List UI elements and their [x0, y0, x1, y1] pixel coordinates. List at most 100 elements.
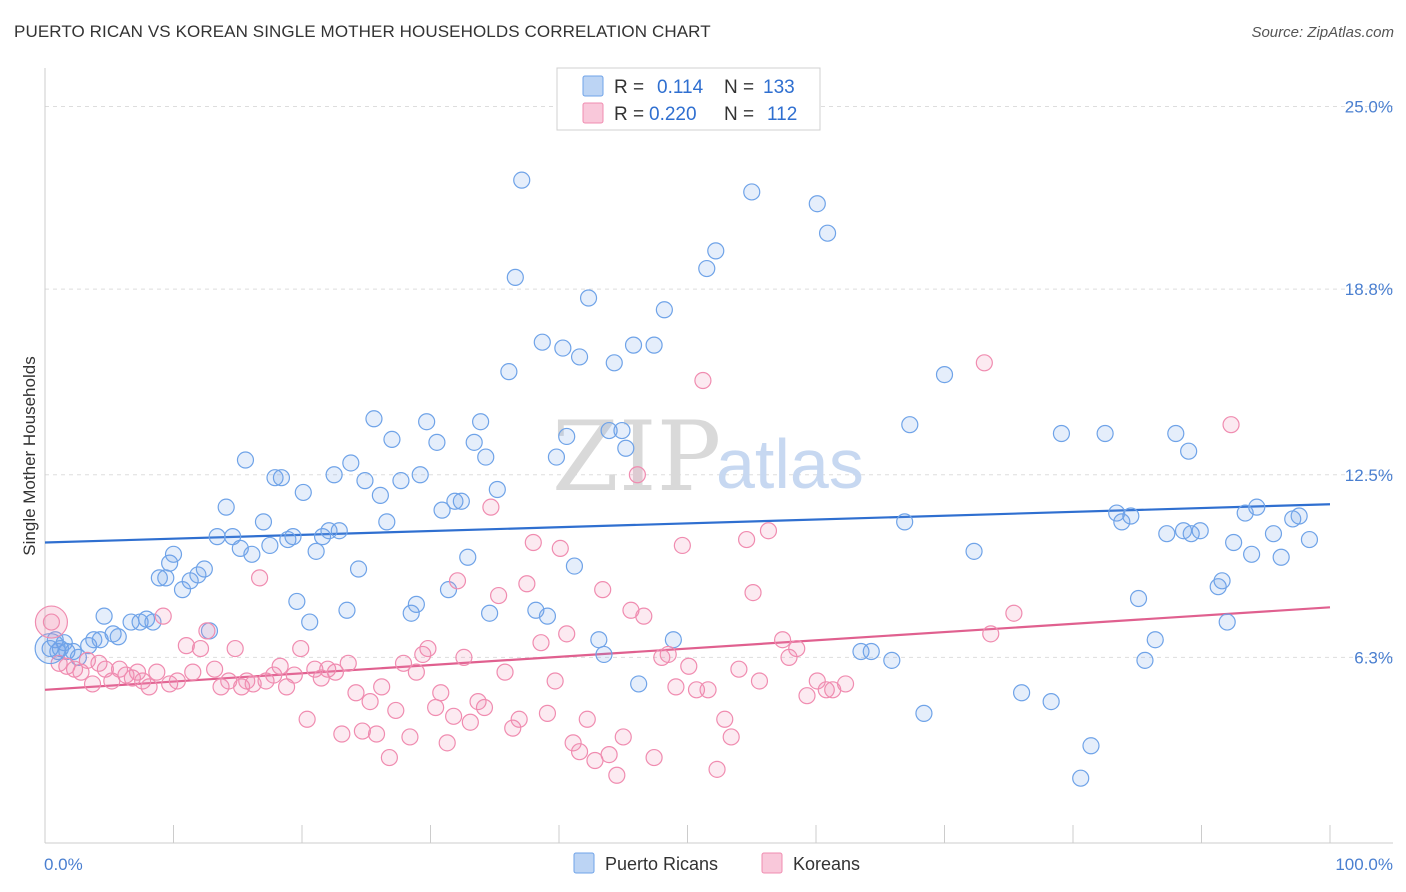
legend-r-value-2: 0.220: [649, 104, 697, 125]
bottom-legend-swatch-puerto-ricans: [573, 852, 595, 874]
data-point: [161, 554, 179, 572]
data-point: [594, 581, 612, 599]
data-point: [481, 604, 499, 622]
data-point: [392, 472, 410, 490]
data-point: [104, 625, 122, 643]
data-point: [565, 557, 584, 575]
data-point: [407, 595, 425, 613]
data-point: [418, 413, 436, 431]
data-point: [148, 663, 166, 681]
data-point: [134, 672, 152, 690]
data-point: [1218, 613, 1236, 631]
data-point: [164, 545, 183, 563]
chart-title: PUERTO RICAN VS KOREAN SINGLE MOTHER HOU…: [14, 22, 711, 41]
data-point: [595, 645, 613, 664]
data-point: [600, 421, 618, 440]
legend-r-label-2: R =: [614, 104, 644, 125]
data-point: [265, 666, 283, 684]
data-point: [407, 663, 425, 681]
data-point: [773, 631, 792, 649]
data-point: [1290, 507, 1308, 525]
bottom-legend: Puerto Ricans Koreans: [573, 852, 860, 874]
data-point: [330, 522, 348, 540]
watermark-atlas: atlas: [716, 425, 864, 503]
data-point: [510, 710, 528, 728]
data-point: [448, 572, 467, 590]
data-point: [570, 743, 589, 761]
data-point: [371, 486, 389, 504]
data-point: [292, 639, 310, 658]
data-point: [1113, 513, 1131, 531]
data-point: [184, 663, 202, 681]
data-point: [367, 725, 386, 743]
data-point: [730, 660, 748, 678]
data-point: [378, 513, 396, 531]
data-point: [439, 581, 458, 599]
data-point: [1243, 545, 1261, 563]
data-point: [109, 628, 127, 646]
data-point: [564, 734, 582, 752]
data-point: [394, 654, 413, 672]
data-point: [288, 592, 306, 611]
data-point: [383, 430, 401, 449]
data-point: [645, 336, 663, 354]
data-point: [387, 701, 405, 720]
data-point: [645, 748, 663, 767]
data-point: [1096, 424, 1114, 443]
data-point: [547, 448, 566, 466]
data-point: [558, 625, 576, 643]
data-point: [659, 645, 677, 664]
data-point: [349, 560, 368, 578]
axes: [44, 68, 1393, 844]
data-point: [140, 678, 158, 696]
data-point: [236, 451, 255, 469]
data-point-cluster: [34, 632, 66, 665]
y-tick-label: 18.8%: [1345, 280, 1393, 299]
data-point: [570, 348, 589, 366]
data-point: [342, 454, 360, 472]
data-point: [513, 171, 531, 189]
data-point: [177, 637, 195, 655]
data-point: [307, 542, 325, 560]
data-point: [482, 498, 500, 516]
data-point: [524, 533, 542, 552]
data-point: [538, 704, 557, 722]
data-point: [624, 336, 643, 354]
data-point: [617, 439, 635, 457]
data-point: [1042, 692, 1060, 711]
data-point: [975, 354, 993, 372]
data-point: [402, 604, 420, 622]
data-point: [608, 766, 626, 784]
grid-lines: [45, 106, 1393, 658]
data-point: [472, 413, 490, 431]
data-point: [532, 634, 550, 652]
data-point: [361, 692, 379, 711]
data-point: [1072, 769, 1090, 787]
data-point: [808, 672, 826, 690]
data-point: [694, 371, 712, 390]
data-point: [965, 542, 983, 560]
data-point: [496, 663, 514, 681]
data-point: [630, 675, 648, 693]
data-point: [808, 195, 826, 213]
data-point: [475, 698, 494, 717]
data-point: [261, 536, 279, 555]
data-point: [427, 698, 445, 717]
data-point: [250, 569, 269, 587]
data-point: [818, 224, 837, 242]
data-point: [347, 684, 365, 702]
data-point: [428, 433, 446, 451]
data-point: [90, 654, 108, 672]
y-tick-label: 25.0%: [1345, 98, 1393, 117]
watermark: ZIP atlas: [552, 401, 864, 513]
data-point: [254, 513, 273, 531]
data-point: [195, 560, 213, 578]
data-point: [339, 654, 357, 672]
data-point: [613, 421, 631, 440]
data-point: [285, 666, 303, 684]
data-point: [673, 536, 691, 555]
data-point: [326, 663, 345, 681]
data-point: [452, 492, 470, 510]
data-point: [144, 613, 162, 631]
data-point: [373, 678, 391, 696]
